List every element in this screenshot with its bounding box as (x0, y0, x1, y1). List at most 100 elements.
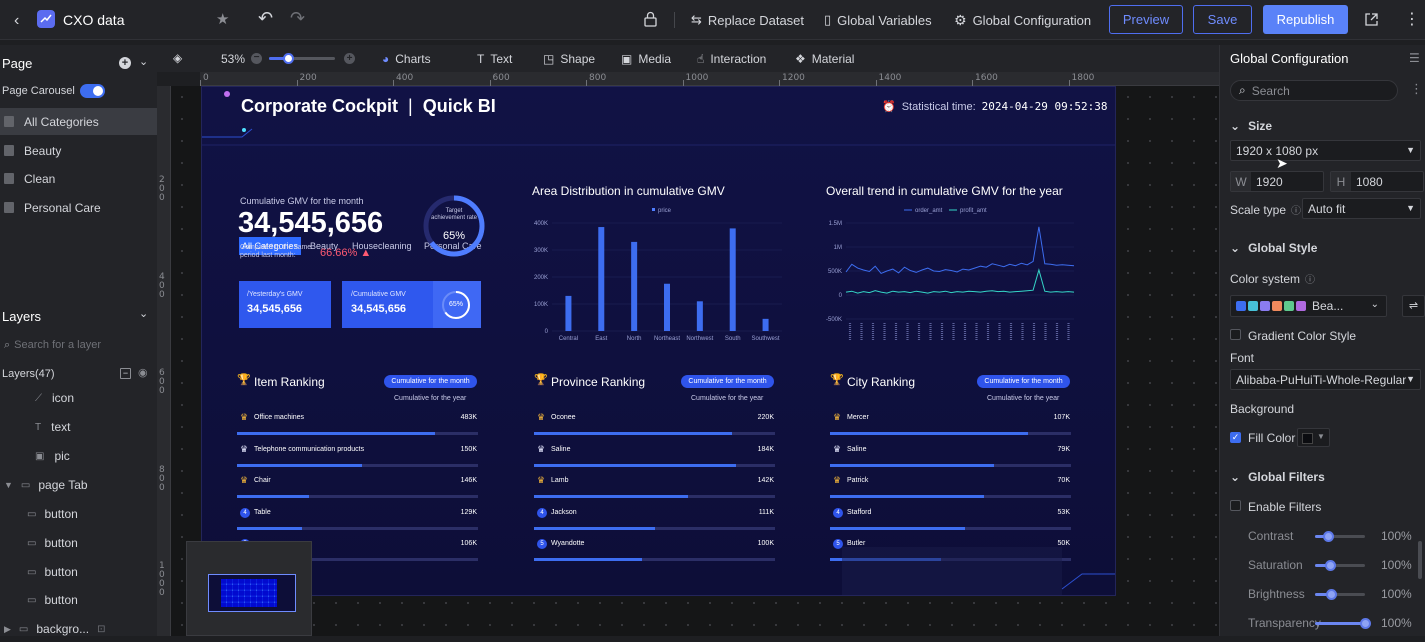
button-icon: ▭ (27, 537, 37, 549)
ranking-period-year-tab[interactable]: Cumulative for the year (987, 395, 1060, 402)
config-search-input[interactable]: ⌕ Search (1230, 80, 1398, 101)
lock-icon[interactable]: ⊡ (97, 623, 106, 635)
ranking-period-year-tab[interactable]: Cumulative for the year (394, 395, 467, 402)
ranking-period-month-tab[interactable]: Cumulative for the month (384, 375, 477, 388)
fill-color-picker[interactable]: ▼ (1297, 428, 1330, 447)
tab-personal-care[interactable]: Personal Care (424, 241, 482, 251)
filter-slider-knob[interactable] (1326, 589, 1337, 600)
ranking-bar-fill (830, 463, 994, 467)
scrollbar[interactable] (1418, 541, 1422, 579)
media-menu[interactable]: ▣ Media (621, 51, 672, 66)
size-section-header[interactable]: ⌄ Size (1230, 119, 1273, 133)
filter-slider-track[interactable] (1315, 535, 1365, 538)
crown-icon: ♛ (833, 443, 842, 454)
ranking-period-month-tab[interactable]: Cumulative for the month (977, 375, 1070, 388)
layer-item[interactable]: ⟋ icon (35, 391, 75, 405)
ranking-item-value: 111K (758, 508, 774, 516)
page-item[interactable]: Clean (0, 165, 157, 192)
page-icon (4, 202, 14, 213)
ruler-tick (875, 80, 877, 86)
redo-icon[interactable]: ↷ (290, 8, 306, 28)
tab-beauty[interactable]: Beauty (310, 241, 339, 251)
dashboard-canvas[interactable]: Corporate Cockpit | Quick BI ⏰ Statistical … (201, 86, 1116, 596)
palette-settings-icon[interactable]: ⇌ (1402, 295, 1425, 317)
undo-icon[interactable]: ↶ (258, 8, 274, 28)
global-configuration-button[interactable]: ⚙ Global Configuration (954, 11, 1092, 28)
layers-icon[interactable]: ◈ (173, 51, 183, 65)
preview-button[interactable]: Preview (1109, 5, 1183, 34)
lock-icon[interactable] (644, 11, 657, 27)
enable-filters-checkbox[interactable] (1230, 500, 1241, 511)
global-style-section-header[interactable]: ⌄ Global Style (1230, 241, 1318, 255)
ranking-item-name: Lamb (551, 477, 569, 484)
page-carousel-toggle[interactable] (80, 84, 105, 98)
fill-color-checkbox[interactable]: ✓ (1230, 432, 1241, 443)
add-page-icon[interactable]: + (119, 57, 131, 69)
horizontal-ruler: 0 200 400 600 800 1000 1200 1400 1600 1800 (200, 72, 1219, 86)
page-item[interactable]: Personal Care (0, 194, 157, 221)
more-icon[interactable]: ⋮ (1410, 81, 1423, 96)
tab-all-categories[interactable]: All Categories (239, 237, 302, 255)
ruler-tick-label: 200 (299, 73, 317, 83)
save-button[interactable]: Save (1193, 5, 1252, 34)
text-menu[interactable]: T Text (477, 51, 513, 66)
filter-label: Transparency (1248, 616, 1321, 630)
page-item[interactable]: Beauty (0, 137, 157, 164)
layer-search-input[interactable]: ⌕ Search for a layer (4, 338, 101, 352)
size-select[interactable]: 1920 x 1080 px ▼ (1230, 140, 1421, 161)
ranking-period-month-tab[interactable]: Cumulative for the month (681, 375, 774, 388)
layer-item[interactable]: ▭ button (27, 593, 78, 607)
ranking-item-value: 483K (460, 414, 477, 421)
tab-housecleaning[interactable]: Housecleaning (352, 241, 412, 251)
scale-type-select[interactable]: Auto fit ▼ (1302, 198, 1421, 219)
zoom-in-icon[interactable]: + (344, 53, 355, 64)
shape-menu[interactable]: ◳ Shape (543, 51, 596, 66)
chevron-down-icon[interactable]: ⌄ (139, 56, 149, 68)
eye-icon[interactable]: ◉ (138, 367, 148, 379)
layer-group[interactable]: ▶ ▭ backgro... ⊡ (4, 622, 106, 636)
filter-slider-track[interactable] (1315, 564, 1365, 567)
filter-slider-knob[interactable] (1322, 531, 1334, 542)
gradient-checkbox[interactable] (1230, 329, 1241, 340)
chevron-down-icon[interactable]: ⌄ (139, 308, 149, 320)
color-system-select[interactable]: Bea... ⌄ (1230, 295, 1387, 317)
global-filters-section-header[interactable]: ⌄ Global Filters (1230, 470, 1325, 484)
layer-item[interactable]: ▣ pic (35, 449, 70, 463)
layer-group[interactable]: ▼ ▭ page Tab (4, 478, 88, 492)
ranking-period-year-tab[interactable]: Cumulative for the year (691, 395, 764, 402)
interaction-menu[interactable]: ☝ Interaction (697, 51, 767, 66)
filter-slider-track[interactable] (1315, 593, 1365, 596)
replace-dataset-button[interactable]: ⇆ Replace Dataset (691, 12, 805, 28)
font-select[interactable]: Alibaba-PuHuiTi-Whole-Regular ▼ (1230, 369, 1421, 390)
global-variables-button[interactable]: ▯ Global Variables (824, 12, 932, 28)
charts-menu[interactable]: ◕ Charts (382, 51, 431, 66)
report-title[interactable]: CXO data (63, 12, 125, 28)
collapse-panel-icon[interactable]: ☰ (1409, 51, 1420, 65)
caret-down-icon: ▼ (4, 480, 13, 490)
republish-button[interactable]: Republish (1263, 5, 1348, 34)
layer-item[interactable]: ▭ button (27, 565, 78, 579)
collapse-all-icon[interactable]: − (120, 368, 131, 379)
filter-slider-knob[interactable] (1360, 618, 1371, 629)
height-input[interactable]: H 1080 (1330, 171, 1424, 192)
area-chart-title: Area Distribution in cumulative GMV (532, 184, 725, 198)
width-input[interactable]: W 1920 (1230, 171, 1324, 192)
layer-item[interactable]: ▭ button (27, 507, 78, 521)
target-value: 65% (442, 230, 466, 242)
more-menu-icon[interactable]: ⋮ (1404, 11, 1420, 28)
favorite-star-icon[interactable]: ★ (216, 11, 230, 28)
minimap-viewport[interactable] (208, 574, 296, 612)
gmv-value: 34,545,656 (238, 207, 384, 239)
zoom-out-icon[interactable]: − (251, 53, 262, 64)
pie-chart-icon: ◕ (382, 51, 390, 66)
material-menu[interactable]: ❖ Material (795, 51, 855, 66)
y-tick-label: 100K (534, 302, 548, 308)
layer-item[interactable]: ▭ button (27, 536, 78, 550)
back-icon[interactable]: ‹ (14, 12, 20, 29)
page-item[interactable]: All Categories (0, 108, 157, 135)
filter-slider-knob[interactable] (1325, 560, 1336, 571)
zoom-slider[interactable] (269, 53, 335, 64)
open-external-icon[interactable] (1363, 11, 1380, 28)
minimap[interactable] (186, 541, 312, 636)
